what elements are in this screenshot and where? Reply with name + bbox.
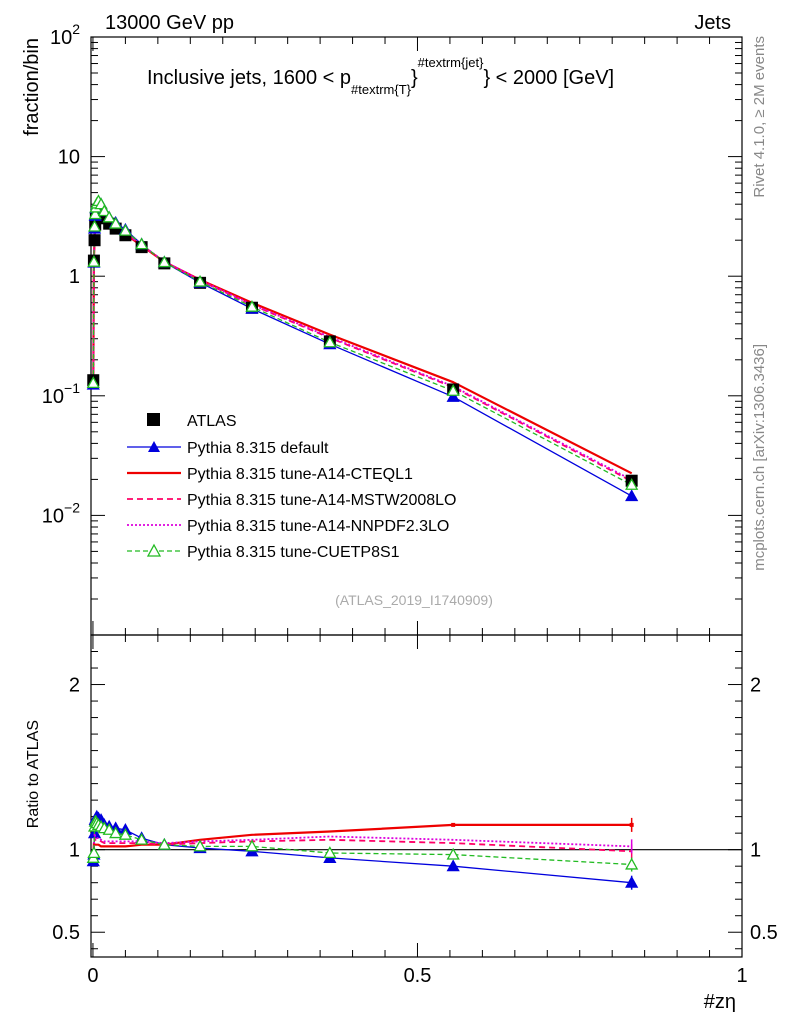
main-data-point-cuetp8s1: [157, 255, 171, 268]
main-data-point-default: [446, 390, 460, 402]
main-data-point-cuetp8s1: [446, 384, 460, 396]
main-title: Inclusive jets, 1600 < p#textrm{T}}#text…: [147, 55, 614, 97]
legend-label-mstw: Pythia 8.315 tune-A14-MSTW2008LO: [187, 492, 456, 509]
x-axis-label: #zη: [704, 991, 736, 1013]
ratio-data-point-cuetp8s1: [87, 846, 101, 859]
ratio-data-point-cuetp8s1: [193, 839, 207, 852]
main-data-point-cuetp8s1: [86, 376, 100, 389]
main-data-point-cuetp8s1: [109, 216, 123, 229]
ratio-data-point-default: [625, 875, 639, 888]
analysis-watermark: (ATLAS_2019_I1740909): [335, 592, 493, 608]
main-data-point-cuetp8s1: [625, 478, 639, 490]
header-right: Jets: [694, 12, 731, 34]
main-y-tick-label: 102: [50, 21, 80, 49]
ratio-y-tick-label: 1: [69, 840, 80, 862]
main-series-line-nnpdf: [92, 206, 633, 481]
main-data-point-cuetp8s1: [102, 210, 116, 223]
main-data-point-cuetp8s1: [118, 223, 133, 236]
ratio-y-tick-label-right: 0.5: [750, 922, 778, 944]
legend-marker-default: [148, 441, 160, 452]
main-data-point-cuetp8s1: [193, 274, 207, 287]
legend-label-cteql1: Pythia 8.315 tune-A14-CTEQL1: [187, 466, 413, 483]
title-brace: }: [411, 67, 418, 89]
main-series-line-cuetp8s1: [92, 200, 633, 486]
ratio-data-point-cuetp8s1: [625, 857, 639, 870]
main-series-line-mstw: [92, 207, 633, 482]
ratio-y-axis-label: Ratio to ATLAS: [25, 720, 42, 828]
main-data-point-default: [625, 489, 639, 502]
legend-label-default: Pythia 8.315 default: [187, 440, 329, 457]
legend-label-nnpdf: Pythia 8.315 tune-A14-NNPDF2.3LO: [187, 518, 449, 535]
main-data-point-cuetp8s1: [323, 335, 337, 348]
ratio-y-tick-label: 0.5: [52, 922, 80, 944]
ratio-data-point-cteql1: [451, 822, 456, 827]
ratio-data-point-cuetp8s1: [118, 827, 133, 840]
ratio-data-point-cteql1: [629, 822, 634, 827]
ratio-data-point-default: [446, 859, 460, 872]
legend: ATLAS Pythia 8.315 default Pythia 8.315 …: [127, 413, 456, 561]
main-data-point-cuetp8s1: [87, 254, 101, 267]
ratio-data-point-cuetp8s1: [446, 847, 460, 860]
x-tick-label: 0: [87, 965, 98, 987]
mcplots-label: mcplots.cern.ch [arXiv:1306.3436]: [751, 344, 768, 571]
ratio-data-point-cuetp8s1: [323, 846, 337, 859]
rivet-version-label: Rivet 4.1.0, ≥ 2M events: [751, 36, 768, 198]
title-suffix: } < 2000 [GeV]: [483, 67, 614, 89]
ratio-plot-frame: [90, 634, 743, 958]
main-y-tick-label: 1: [69, 266, 80, 288]
legend-marker-atlas: [147, 413, 160, 426]
x-tick-label: 0.5: [404, 965, 432, 987]
ratio-series-line-cteql1: [92, 823, 632, 863]
ratio-series-line-nnpdf: [92, 832, 632, 860]
ratio-data-point-cuetp8s1: [245, 839, 259, 852]
legend-label-atlas: ATLAS: [187, 413, 237, 430]
ratio-y-tick-label-right: 1: [750, 840, 761, 862]
main-series-line-cteql1: [92, 208, 633, 475]
main-y-axis-label: fraction/bin: [21, 38, 43, 136]
main-y-tick-label: 10−1: [42, 380, 80, 408]
main-series-line-default: [92, 201, 633, 497]
main-data-point-data: [88, 234, 101, 247]
ratio-data-point-cuetp8s1: [102, 823, 116, 835]
legend-label-cuetp8s1: Pythia 8.315 tune-CUETP8S1: [187, 544, 400, 561]
ratio-data-point-cuetp8s1: [157, 837, 171, 850]
header-left: 13000 GeV pp: [105, 12, 234, 34]
ratio-data-point-cuetp8s1: [109, 826, 123, 839]
main-y-tick-label: 10: [58, 147, 80, 169]
title-prefix: Inclusive jets, 1600 < p: [147, 67, 351, 89]
main-data-point-cuetp8s1: [245, 299, 259, 312]
x-tick-label: 1: [736, 965, 747, 987]
legend-marker-cuetp8s1: [146, 543, 162, 557]
main-data-point-cuetp8s1: [135, 237, 149, 250]
title-subscript: #textrm{T}: [351, 82, 412, 97]
main-data-point-cuetp8s1: [97, 204, 111, 217]
ratio-data-point-cuetp8s1: [135, 832, 149, 845]
ratio-y-tick-label: 2: [69, 675, 80, 697]
main-y-tick-label: 10−2: [42, 499, 80, 527]
main-data-point-cuetp8s1: [87, 219, 102, 232]
title-superscript: #textrm{jet}: [418, 55, 484, 70]
ratio-y-tick-label-right: 2: [750, 675, 761, 697]
